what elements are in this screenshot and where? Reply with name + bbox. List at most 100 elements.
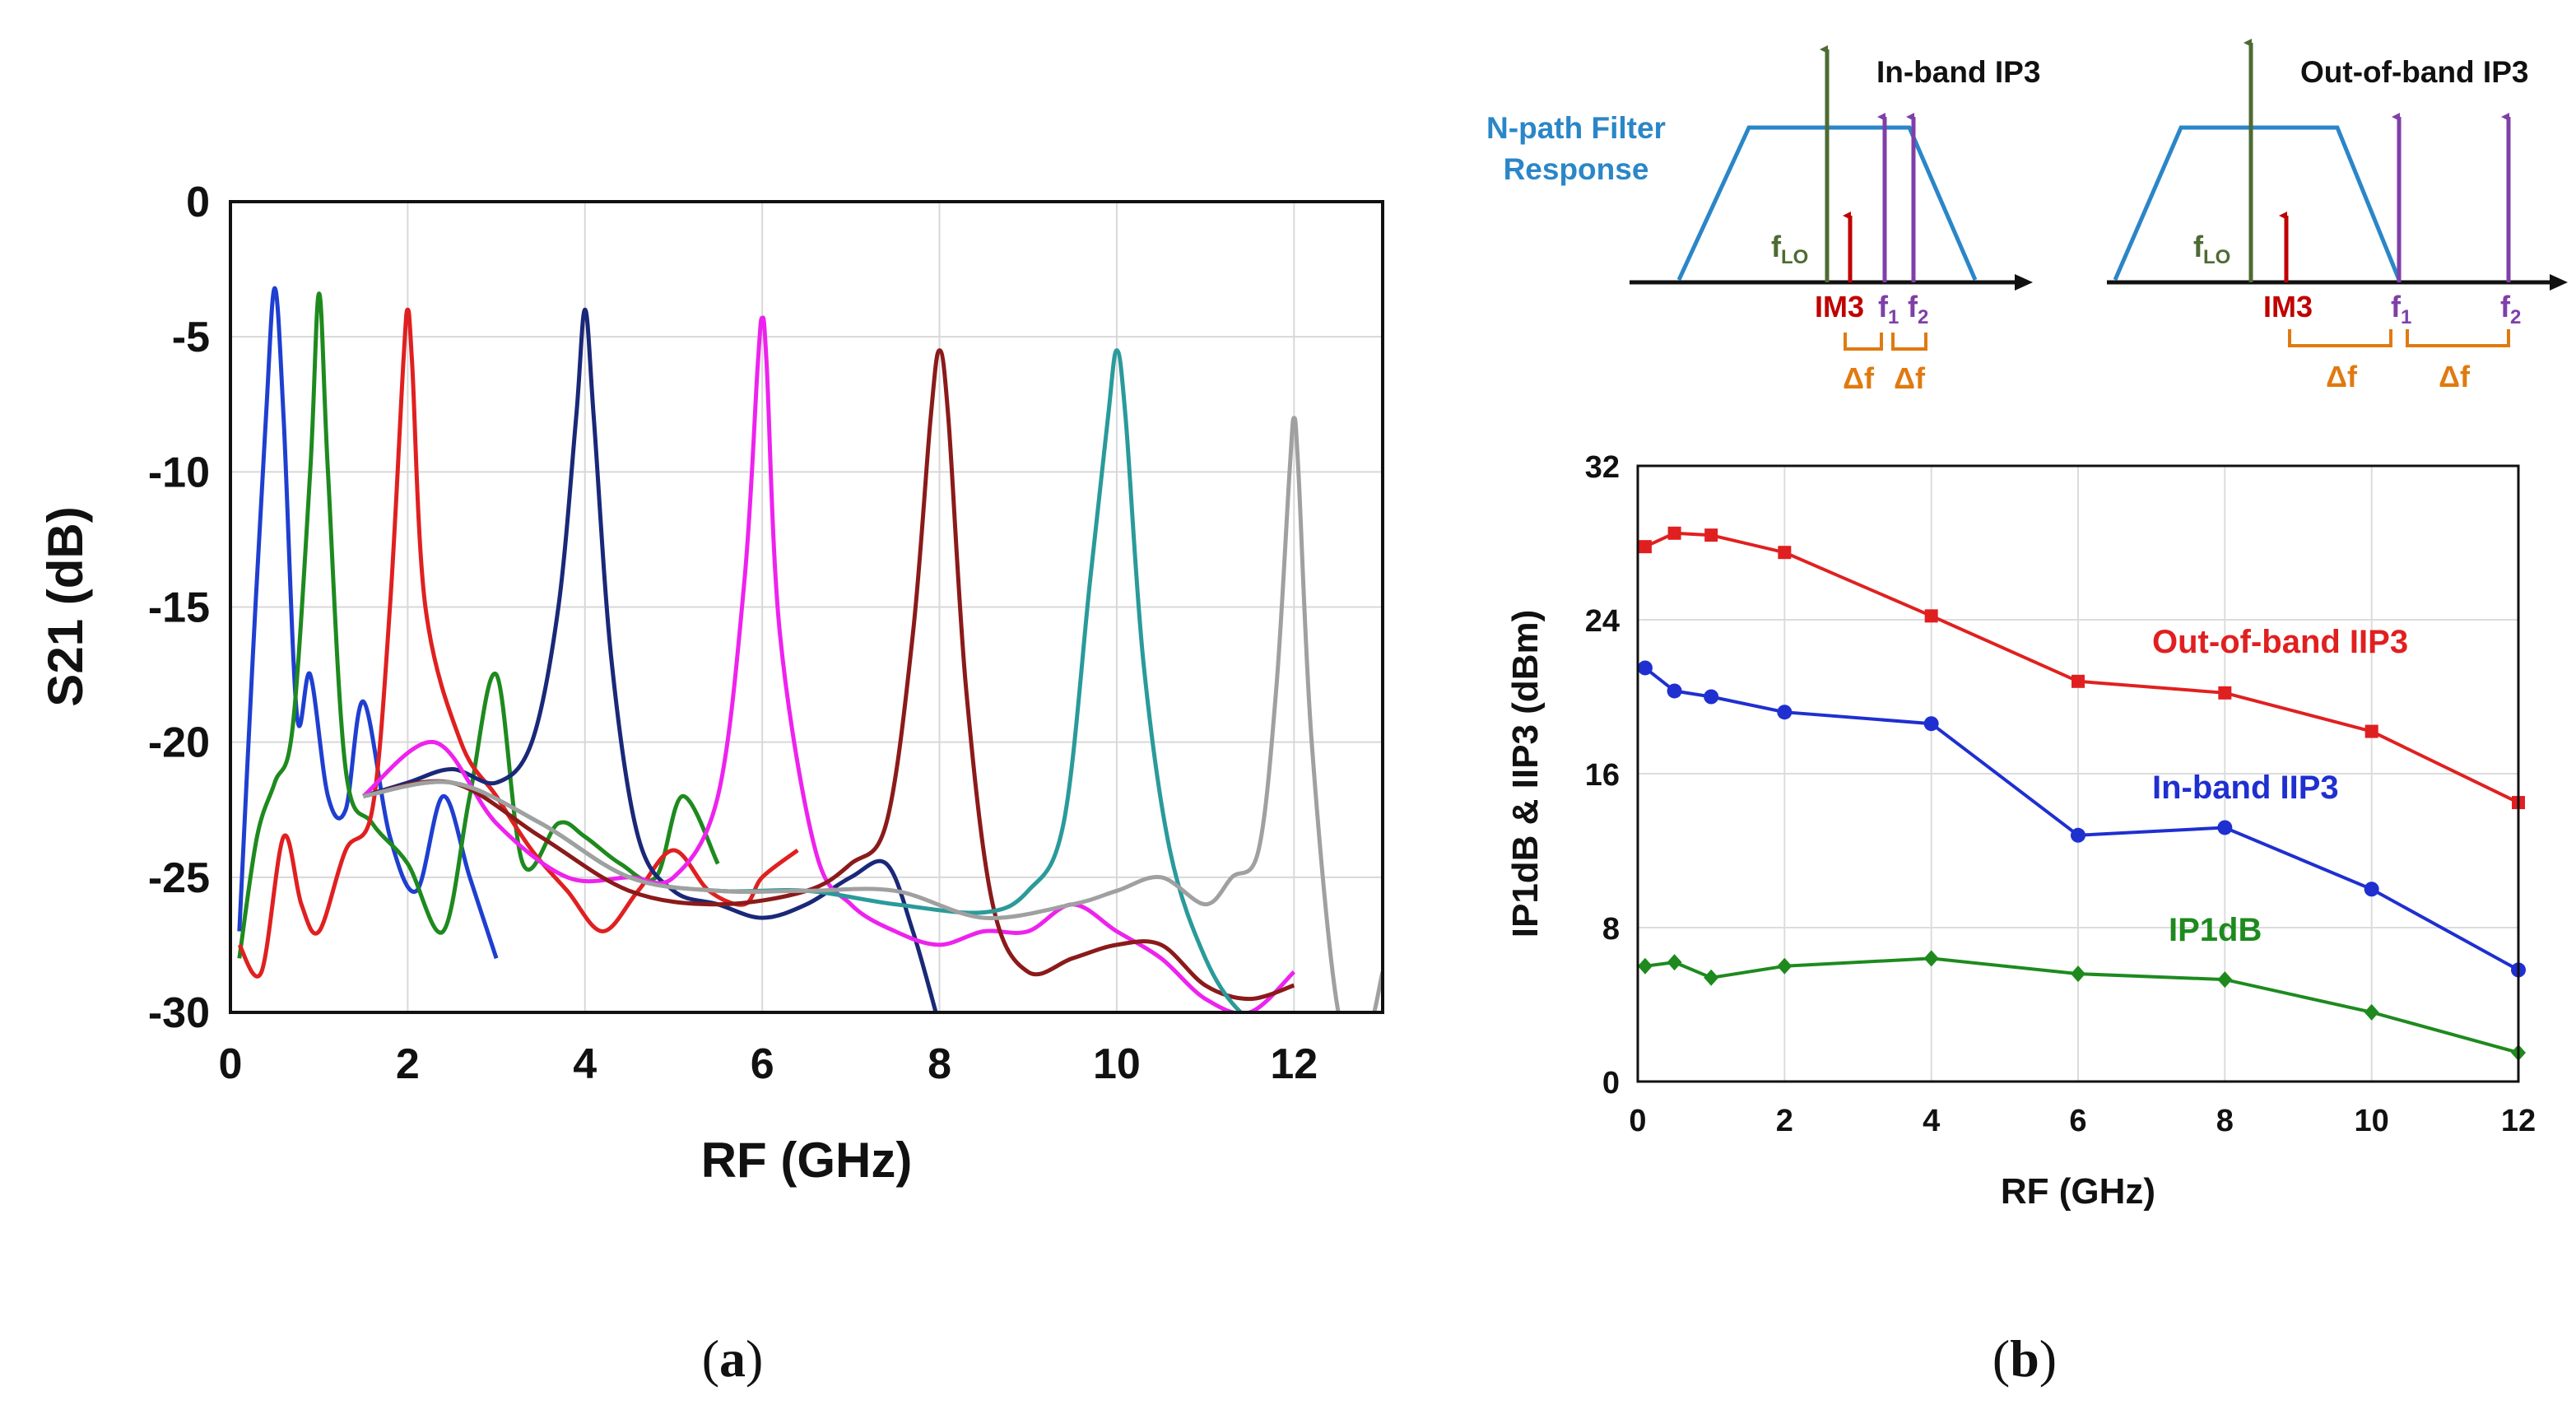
x-tick-label-b: 4 <box>1923 1104 1940 1138</box>
delta-label-left-2: Δf <box>1894 361 1926 395</box>
series-line-3 <box>237 307 799 979</box>
delta-bracket-left-2 <box>1891 333 1927 351</box>
x-tick-labels-b: 0 2 4 6 8 10 12 <box>1629 1104 2536 1138</box>
data-point-circle <box>1667 683 1682 699</box>
x-tick-label-a: 6 <box>751 1040 774 1088</box>
series-line-4 <box>362 307 938 1012</box>
im3-label-right: IM3 <box>2263 290 2313 323</box>
delta-bracket-left-1 <box>1844 333 1883 351</box>
data-point-square <box>2071 674 2085 688</box>
y-tick-label-a: -5 <box>172 314 210 361</box>
series-labels-b: Out-of-band IIP3 In-band IIP3 IP1dB <box>2152 624 2408 948</box>
series-group-a <box>237 286 1383 1012</box>
x-tick-label-b: 2 <box>1776 1104 1793 1138</box>
in-band-diagram: In-band IP3 fLO IM3 f1 f2 Δf Δf <box>1630 45 2040 395</box>
y-axis-label-a: S21 (dB) <box>38 506 93 706</box>
delta-label-right-1: Δf <box>2326 360 2358 393</box>
data-point-circle <box>1637 660 1653 676</box>
y-tick-label-b: 16 <box>1585 758 1620 793</box>
y-tick-label-a: -10 <box>148 449 210 496</box>
data-point-square <box>1924 609 1938 623</box>
filter-response-right <box>2113 125 2402 281</box>
data-point-diamond <box>2364 1003 2379 1021</box>
delta-bracket-right-1 <box>2288 329 2392 347</box>
x-tick-label-a: 10 <box>1093 1040 1141 1088</box>
y-tick-label-b: 8 <box>1602 912 1620 947</box>
data-point-diamond <box>1637 957 1653 975</box>
data-point-circle <box>2217 820 2233 835</box>
data-point-circle <box>1777 705 1793 720</box>
data-point-diamond <box>2217 971 2233 989</box>
data-point-diamond <box>2071 965 2085 983</box>
plot-frame-a <box>229 200 1384 1014</box>
x-tick-labels-a: 0 2 4 6 8 10 12 <box>219 1040 1318 1088</box>
plot-frame-b <box>1636 464 2520 1083</box>
y-tick-label-b: 24 <box>1585 604 1620 639</box>
f1-label-left: f1 <box>1878 290 1899 328</box>
y-tick-labels-a: 0 -5 -10 -15 -20 -25 -30 <box>148 179 210 1037</box>
flo-label-right: fLO <box>2193 230 2230 268</box>
series-line-2 <box>237 291 720 959</box>
series-group-b <box>1637 526 2526 1061</box>
f2-label-right: f2 <box>2500 290 2521 328</box>
delta-bracket-right-2 <box>2406 329 2510 347</box>
data-point-square <box>2364 724 2378 738</box>
x-tick-label-b: 8 <box>2216 1104 2234 1138</box>
x-tick-label-b: 10 <box>2355 1104 2389 1138</box>
data-point-circle <box>2364 882 2379 897</box>
y-tick-label-a: -30 <box>148 989 210 1037</box>
y-tick-labels-b: 0 8 16 24 32 <box>1585 450 1620 1100</box>
data-point-circle <box>1923 716 1939 732</box>
axis-arrow-right <box>2550 274 2568 291</box>
series-label-2: In-band IIP3 <box>2152 770 2339 806</box>
data-point-square <box>1638 540 1652 554</box>
x-axis-label-a: RF (GHz) <box>701 1133 913 1188</box>
x-tick-label-a: 0 <box>219 1040 243 1088</box>
data-point-square <box>1778 546 1792 560</box>
delta-label-left-1: Δf <box>1843 361 1875 395</box>
series-line-5 <box>361 315 1296 1012</box>
flo-label-left: fLO <box>1771 230 1808 268</box>
f1-label-right: f1 <box>2391 290 2411 328</box>
data-point-square <box>1704 528 1718 542</box>
panel-a-chart: 0 2 4 6 8 10 12 0 -5 -10 -15 -20 -25 -30 RF (GHz) S2… <box>38 179 1384 1188</box>
y-tick-label-b: 32 <box>1585 450 1620 485</box>
data-point-diamond <box>1777 957 1793 975</box>
ip3-diagram: N-path Filter Response In-band IP3 fLO I… <box>1486 39 2568 395</box>
x-tick-label-a: 12 <box>1270 1040 1318 1088</box>
y-tick-label-b: 0 <box>1602 1066 1620 1100</box>
x-tick-label-a: 4 <box>573 1040 597 1088</box>
x-tick-label-b: 0 <box>1629 1104 1646 1138</box>
filter-label-line2: Response <box>1504 152 1649 186</box>
data-point-circle <box>2071 827 2085 843</box>
caption-b: (b) <box>1992 1329 2057 1388</box>
y-tick-label-a: -20 <box>148 719 210 767</box>
series-label-1: Out-of-band IIP3 <box>2152 624 2408 660</box>
axis-arrow-left <box>2015 274 2033 291</box>
series-line-8 <box>363 416 1383 1012</box>
y-tick-label-a: -25 <box>148 854 210 902</box>
series-line-6 <box>363 348 1295 1002</box>
x-tick-label-a: 8 <box>928 1040 951 1088</box>
x-axis-label-b: RF (GHz) <box>2001 1171 2155 1212</box>
series-label-3: IP1dB <box>2169 912 2262 948</box>
im3-label-left: IM3 <box>1815 290 1864 323</box>
series-line-1 <box>237 286 499 960</box>
out-of-band-diagram: Out-of-band IP3 fLO IM3 f1 f2 Δf Δf <box>2107 39 2568 393</box>
in-band-title: In-band IP3 <box>1876 55 2040 89</box>
data-point-square <box>2218 686 2232 700</box>
x-tick-label-a: 2 <box>396 1040 420 1088</box>
y-tick-label-a: 0 <box>186 179 210 226</box>
x-tick-label-b: 12 <box>2501 1104 2536 1138</box>
y-tick-label-a: -15 <box>148 584 210 632</box>
out-of-band-title: Out-of-band IP3 <box>2300 55 2528 89</box>
data-point-square <box>1667 526 1681 540</box>
f2-label-left: f2 <box>1908 290 1928 328</box>
x-tick-label-b: 6 <box>2069 1104 2086 1138</box>
data-point-diamond <box>1923 950 1939 967</box>
data-point-diamond <box>1704 969 1719 986</box>
delta-label-right-2: Δf <box>2439 360 2471 393</box>
data-point-diamond <box>1667 954 1682 971</box>
y-axis-label-b: IP1dB & IIP3 (dBm) <box>1505 610 1546 938</box>
